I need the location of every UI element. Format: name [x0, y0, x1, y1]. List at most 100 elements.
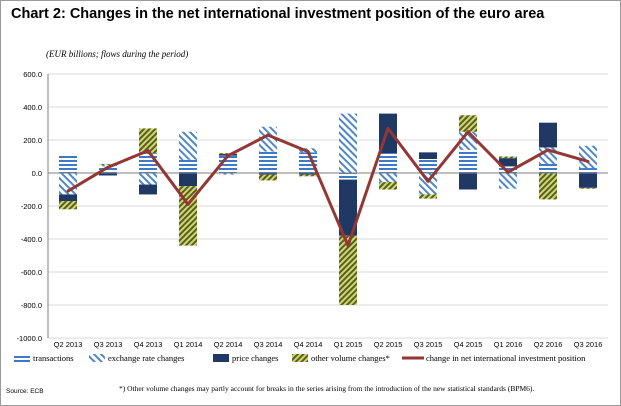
line-point: [506, 170, 510, 174]
y-tick-label: -800.0: [21, 301, 42, 310]
bar-other-volume-changes: [459, 115, 477, 132]
bar-exchange-rate-changes: [219, 173, 237, 175]
line-net-change: [67, 126, 589, 248]
line-point: [186, 202, 190, 206]
line-point: [266, 133, 270, 137]
x-tick-label: Q3 2014: [254, 340, 283, 349]
y-tick-label: 200.0: [23, 136, 42, 145]
bar-transactions: [179, 159, 197, 173]
chart-title: Chart 2: Changes in the net internationa…: [11, 6, 545, 22]
line-point: [546, 148, 550, 152]
bar-other-volume-changes: [259, 174, 277, 181]
bar-exchange-rate-changes: [179, 131, 197, 160]
x-tick-label: Q3 2015: [414, 340, 443, 349]
legend-label-exchange-rate: exchange rate changes: [108, 353, 184, 363]
legend-label-net-change: change in net international investment p…: [426, 353, 586, 363]
bar-transactions: [59, 154, 77, 173]
line-point: [466, 130, 470, 134]
bar-exchange-rate-changes: [339, 113, 357, 173]
bar-other-volume-changes: [219, 153, 237, 155]
x-tick-label: Q4 2014: [294, 340, 323, 349]
bar-other-volume-changes: [299, 174, 317, 177]
x-tick-label: Q2 2016: [534, 340, 563, 349]
x-tick-label: Q3 2013: [94, 340, 123, 349]
bar-other-volume-changes: [499, 156, 517, 159]
x-tick-label: Q2 2014: [214, 340, 243, 349]
bar-price-changes: [139, 184, 157, 195]
bar-price-changes: [579, 173, 597, 188]
y-tick-label: 0.0: [32, 169, 42, 178]
bar-price-changes: [539, 122, 557, 148]
x-tick-label: Q2 2015: [374, 340, 403, 349]
line-point: [426, 179, 430, 183]
y-tick-label: -200.0: [21, 202, 42, 211]
bar-exchange-rate-changes: [139, 173, 157, 185]
y-tick-label: -600.0: [21, 268, 42, 277]
line-point: [386, 126, 390, 130]
bar-other-volume-changes: [419, 194, 437, 199]
line-point: [146, 149, 150, 153]
legend-swatch-price: [213, 354, 229, 362]
bar-transactions: [259, 151, 277, 173]
x-tick-label: Q4 2013: [134, 340, 163, 349]
bar-price-changes: [99, 173, 117, 176]
bar-price-changes: [179, 173, 197, 187]
footnote: *) Other volume changes may partly accou…: [119, 384, 535, 393]
line-point: [66, 189, 70, 193]
bar-exchange-rate-changes: [379, 173, 397, 183]
source-note: Source: ECB: [6, 388, 44, 395]
bar-transactions: [499, 166, 517, 173]
y-tick-label: 600.0: [23, 70, 42, 79]
x-tick-label: Q4 2015: [454, 340, 483, 349]
bar-transactions: [339, 173, 357, 180]
bar-exchange-rate-changes: [579, 145, 597, 169]
legend-label-transactions: transactions: [33, 353, 74, 363]
bar-transactions: [299, 152, 317, 173]
legend-swatch-other-volume: [292, 354, 308, 362]
bar-exchange-rate-changes: [499, 173, 517, 189]
bar-price-changes: [339, 179, 357, 236]
bar-other-volume-changes: [99, 163, 117, 165]
bar-transactions: [539, 163, 557, 173]
bar-other-volume-changes: [339, 235, 357, 305]
bar-price-changes: [59, 194, 77, 202]
y-tick-label: 400.0: [23, 103, 42, 112]
bar-price-changes: [419, 152, 437, 159]
x-tick-label: Q1 2014: [174, 340, 203, 349]
line-point: [226, 154, 230, 158]
bar-transactions: [419, 158, 437, 173]
legend-label-other-volume: other volume changes*: [311, 353, 390, 363]
y-tick-label: -400.0: [21, 235, 42, 244]
bar-transactions: [579, 168, 597, 173]
bar-exchange-rate-changes: [99, 164, 117, 167]
bar-price-changes: [459, 173, 477, 190]
chart-subtitle: (EUR billions; flows during the period): [46, 49, 189, 59]
bar-other-volume-changes: [539, 173, 557, 200]
bar-price-changes: [299, 173, 317, 175]
line-point: [586, 159, 590, 163]
y-tick-label: -1000.0: [17, 334, 42, 343]
legend-label-price: price changes: [232, 353, 279, 363]
x-tick-label: Q3 2016: [574, 340, 603, 349]
bar-transactions: [139, 153, 157, 173]
bar-transactions: [99, 166, 117, 173]
bar-price-changes: [259, 173, 277, 175]
bar-other-volume-changes: [379, 182, 397, 190]
bar-other-volume-changes: [59, 201, 77, 210]
x-tick-label: Q1 2016: [494, 340, 523, 349]
bar-other-volume-changes: [139, 128, 157, 154]
x-tick-label: Q1 2015: [334, 340, 363, 349]
bar-exchange-rate-changes: [419, 173, 437, 195]
x-tick-label: Q2 2013: [54, 340, 83, 349]
line-point: [106, 165, 110, 169]
line-point: [306, 150, 310, 154]
bar-price-changes: [499, 158, 517, 167]
line-point: [346, 244, 350, 248]
bar-transactions: [459, 149, 477, 173]
bar-other-volume-changes: [579, 187, 597, 189]
legend-swatch-transactions: [14, 354, 30, 362]
bar-exchange-rate-changes: [259, 126, 277, 152]
legend-swatch-exchange-rate: [89, 354, 105, 362]
bar-transactions: [379, 153, 397, 173]
